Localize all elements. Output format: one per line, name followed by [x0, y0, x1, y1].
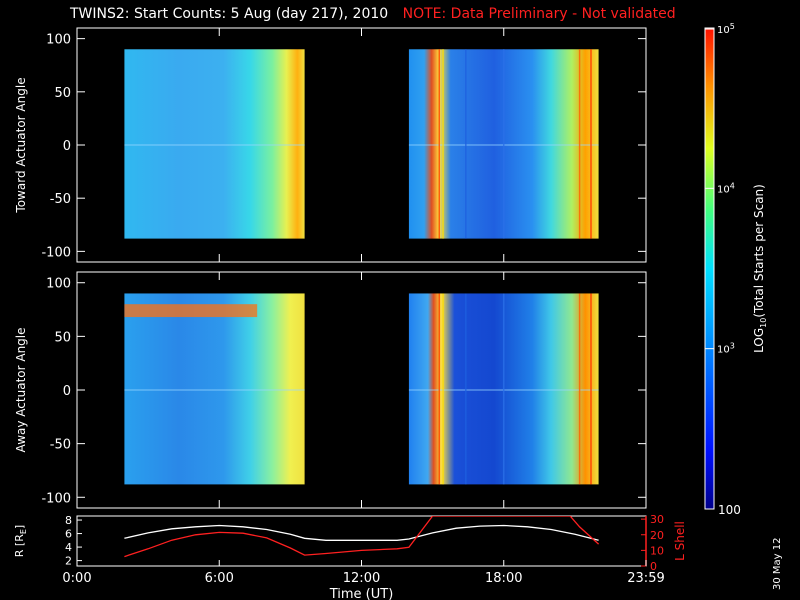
heatmap-block	[124, 49, 305, 239]
tick-exponent: 4	[730, 181, 735, 190]
x-tick-label: 23:59	[627, 571, 664, 586]
y-tick-label-right: 20	[650, 529, 664, 542]
title-main: TWINS2: Start Counts: 5 Aug (day 217), 2…	[70, 6, 389, 22]
tick-base: 10	[717, 25, 730, 36]
colorbar-tick-label-1e5: 105	[717, 22, 735, 36]
tick-exponent: 3	[730, 342, 735, 351]
y-tick-label: 50	[54, 86, 71, 101]
tick-exponent: 5	[730, 22, 735, 31]
x-tick-label: 0:00	[62, 571, 91, 586]
y-tick-label: 100	[46, 277, 71, 292]
y-tick-label: 0	[63, 139, 71, 154]
lshell-line	[124, 516, 600, 558]
radius-label-sub: E	[19, 529, 28, 534]
colorbar-tick-label-1e3: 103	[717, 342, 735, 356]
heatmap-block	[124, 293, 305, 485]
radius-line	[124, 524, 599, 541]
y-tick-label-right: 0	[650, 560, 657, 573]
colorbar-tick-label-1e4: 104	[717, 181, 735, 195]
y-tick-label: -50	[50, 438, 71, 453]
x-axis-label: Time (UT)	[329, 587, 394, 600]
lshell-axis-label: L Shell	[673, 521, 687, 561]
y-axis-label: Toward Actuator Angle	[14, 77, 28, 213]
radius-axis-label: R [RE]	[13, 525, 28, 557]
y-tick-label-right: 30	[650, 513, 664, 526]
date-stamp: 30 May 12	[772, 537, 783, 590]
y-tick-label-left: 4	[65, 541, 72, 554]
plot-title: TWINS2: Start Counts: 5 Aug (day 217), 2…	[70, 6, 676, 22]
colorbar-label-main: LOG	[752, 328, 766, 353]
radius-label-main: R [R	[13, 534, 26, 557]
y-tick-label: -100	[41, 245, 71, 260]
tick-base: 10	[717, 345, 730, 356]
orbit-frame	[76, 515, 647, 567]
title-note: NOTE: Data Preliminary - Not validated	[402, 6, 676, 22]
colorbar-tick-label-100: 100	[718, 503, 741, 517]
y-tick-label: 50	[54, 330, 71, 345]
colorbar-label-sub: 10	[759, 318, 768, 328]
panel-2: 100 50 0 -50 -100 Away Actuator Angle	[14, 271, 647, 509]
colorbar-gradient	[704, 27, 715, 510]
y-axis-label: Away Actuator Angle	[14, 327, 28, 452]
x-tick-label: 6:00	[205, 571, 234, 586]
colorbar-label: LOG10(Total Starts per Scan)	[752, 184, 768, 353]
y-tick-label: -100	[41, 491, 71, 506]
high-count-band	[124, 304, 258, 318]
tick-base: 10	[717, 184, 730, 195]
panel-1: 100 50 0 -50 -100 Toward Actuator Angle	[14, 27, 647, 263]
y-tick-label: 0	[63, 384, 71, 399]
x-tick-label: 18:00	[485, 571, 522, 586]
x-tick-label: 12:00	[343, 571, 380, 586]
y-tick-label: 100	[46, 33, 71, 48]
y-tick-label: -50	[50, 192, 71, 207]
colorbar-label-rest: (Total Starts per Scan)	[752, 184, 766, 318]
y-tick-label-left: 2	[65, 555, 72, 568]
y-tick-label-right: 10	[650, 544, 664, 557]
y-tick-label-left: 6	[65, 528, 72, 541]
radius-label-end: ]	[13, 525, 26, 529]
y-tick-label-left: 8	[65, 514, 72, 527]
